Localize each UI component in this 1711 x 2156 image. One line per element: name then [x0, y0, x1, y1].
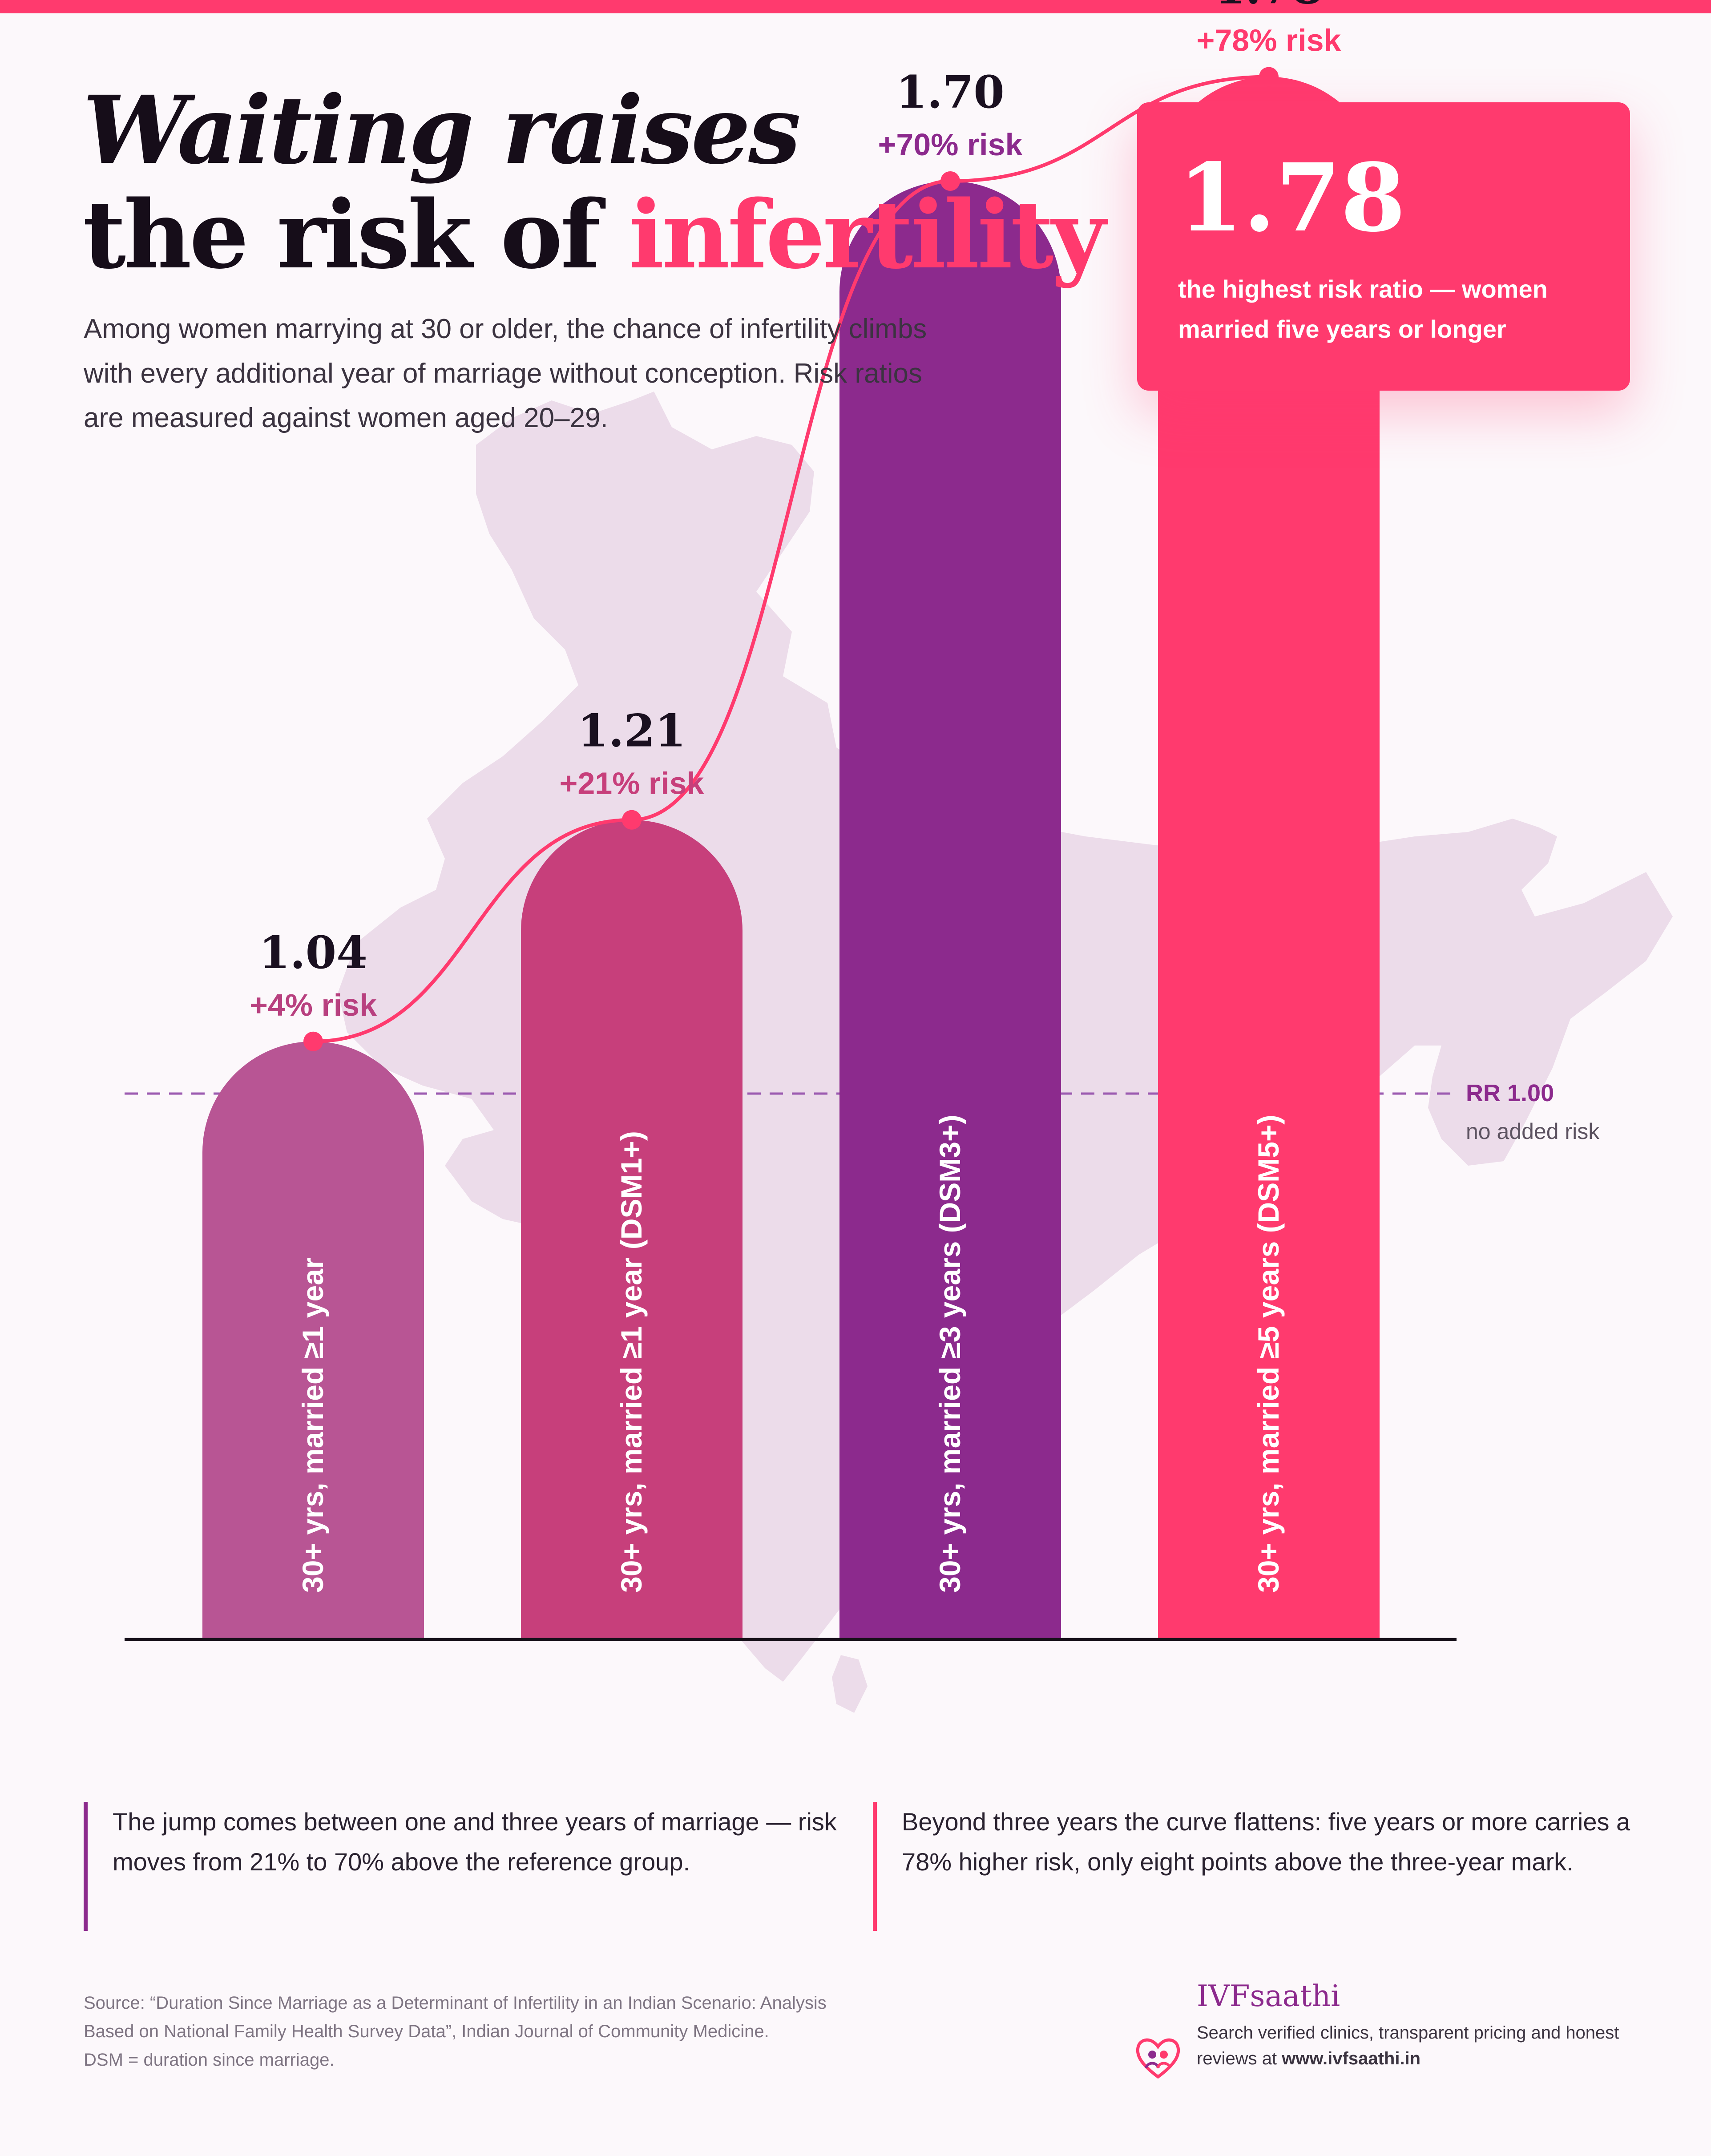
bar-category-label-1: 30+ yrs, married ≥1 year [296, 1257, 329, 1593]
bar-4 [1158, 77, 1380, 1639]
bar-category-label-4: 30+ yrs, married ≥5 years (DSM5+) [1252, 1115, 1285, 1593]
value-label-1: 1.04 [259, 926, 367, 979]
title-line-2: the risk of infertility [83, 180, 1106, 290]
risk-label-4: +78% risk [1197, 23, 1341, 58]
insight-note-1: The jump comes between one and three yea… [84, 1802, 887, 1931]
title-line-1: Waiting raises [83, 75, 801, 185]
sri-lanka-silhouette [832, 1655, 868, 1713]
source-citation: Source: “Duration Since Marriage as a De… [84, 1993, 827, 2041]
value-label-2: 1.21 [577, 705, 686, 757]
trend-point-3 [940, 171, 960, 191]
bar-3 [839, 181, 1061, 1639]
brand-name: IVFsaathi [1197, 1979, 1340, 2013]
highlight-stat-card: 1.78 the highest risk ratio — women marr… [1137, 102, 1630, 391]
title-line-2-prefix: the risk of [83, 180, 629, 290]
heart-people-icon [1136, 2038, 1180, 2079]
bar-category-label-2: 30+ yrs, married ≥1 year (DSM1+) [615, 1131, 648, 1593]
bar-category-label-3: 30+ yrs, married ≥3 years (DSM3+) [933, 1115, 966, 1593]
highlight-stat-value: 1.78 [1178, 143, 1406, 253]
risk-label-3: +70% risk [878, 127, 1023, 162]
reference-sublabel: no added risk [1466, 1119, 1600, 1144]
trend-line [313, 75, 1269, 1043]
source-note: Source: “Duration Since Marriage as a De… [84, 1989, 876, 2074]
dsm-definition: DSM = duration since marriage. [84, 2050, 335, 2070]
brand-website-link[interactable]: www.ivfsaathi.in [1282, 2049, 1421, 2068]
page-title: Waiting raises the risk of infertility [83, 75, 1106, 290]
brand-tagline: Search verified clinics, transparent pri… [1197, 2020, 1664, 2071]
subtitle: Among women marrying at 30 or older, the… [84, 314, 927, 433]
insight-note-2: Beyond three years the curve flattens: f… [873, 1802, 1631, 1931]
value-label-3: 1.70 [896, 66, 1005, 118]
trend-point-1 [303, 1031, 323, 1051]
value-label-4: 1.78 [1215, 0, 1323, 14]
trend-point-4 [1259, 67, 1279, 87]
top-accent-bar [0, 0, 1711, 13]
bar-1 [202, 1041, 424, 1639]
highlight-stat-caption: the highest risk ratio — women married f… [1178, 275, 1548, 343]
reference-label: RR 1.00 [1466, 1080, 1554, 1106]
risk-label-2: +21% risk [560, 766, 704, 801]
title-accent-word: infertility [629, 180, 1106, 290]
trend-point-2 [622, 810, 642, 830]
brand-tagline-text: Search verified clinics, transparent pri… [1197, 2023, 1619, 2068]
bar-2 [521, 820, 743, 1639]
risk-label-1: +4% risk [250, 988, 377, 1022]
